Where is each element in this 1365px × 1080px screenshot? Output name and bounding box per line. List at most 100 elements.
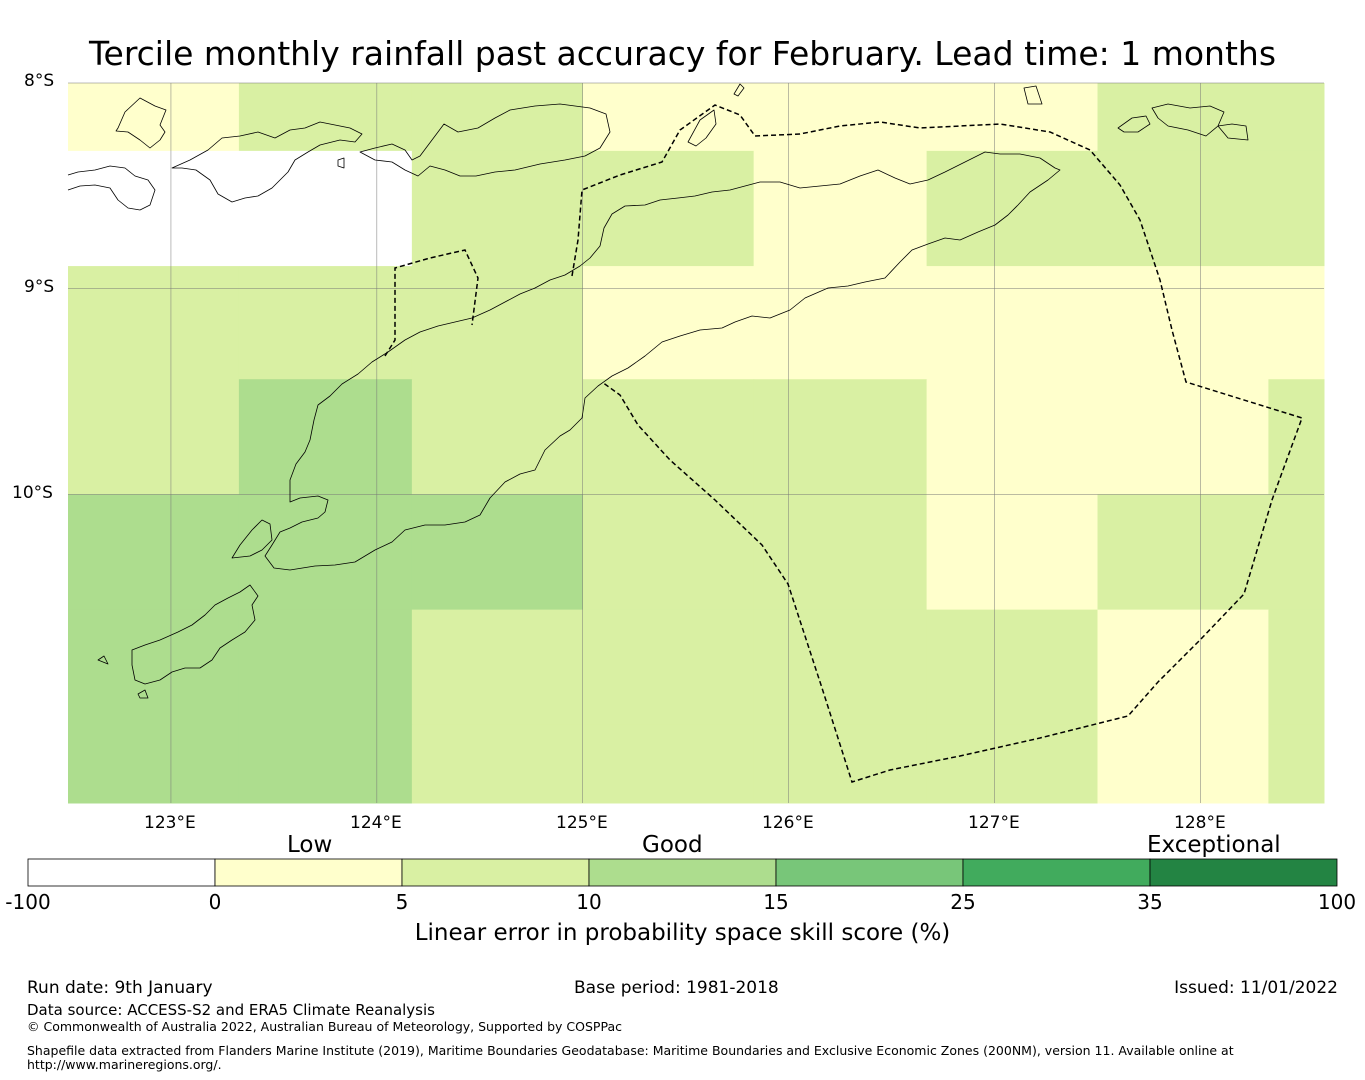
grid-cell [68, 379, 240, 495]
colorbar-swatch [775, 858, 964, 887]
grid-cell [926, 609, 1099, 726]
boundary-timor-leste-eez [571, 104, 1303, 783]
grid-cell [753, 150, 928, 267]
grid-cell [68, 494, 240, 611]
colorbar-swatch [962, 858, 1151, 887]
grid-cell [1268, 609, 1325, 726]
lon-label-128e: 128°E [1174, 813, 1226, 833]
colorbar-swatch [588, 858, 777, 887]
lon-label-127e: 127°E [968, 813, 1020, 833]
grid-cell [238, 150, 413, 267]
colorbar-tick: 10 [576, 890, 602, 914]
colorbar [27, 858, 1338, 887]
grid-cell [68, 83, 240, 152]
grid-cell [1268, 83, 1325, 152]
grid-cell [1268, 724, 1325, 804]
grid-cell [68, 150, 240, 267]
grid-cell [582, 609, 755, 726]
grid-cell [582, 266, 755, 380]
grid-cell [926, 724, 1099, 804]
run-date: Run date: 9th January [27, 978, 213, 998]
lon-label-126e: 126°E [762, 813, 814, 833]
grid-cell [582, 83, 755, 152]
colorbar-category-low: Low [287, 832, 333, 858]
skill-grid [68, 83, 1325, 804]
colorbar-tick: -100 [5, 890, 51, 914]
coastlines [67, 83, 1249, 699]
grid-cell [582, 150, 755, 267]
shapefile-url: http://www.marineregions.org/. [27, 1057, 222, 1072]
colorbar-swatch [401, 858, 590, 887]
grid-cell [1097, 724, 1269, 804]
data-source: Data source: ACCESS-S2 and ERA5 Climate … [27, 1001, 435, 1019]
grid-cell [68, 724, 240, 804]
grid-cell [68, 609, 240, 726]
grid-cell [753, 609, 928, 726]
copyright: © Commonwealth of Australia 2022, Austra… [27, 1019, 622, 1034]
grid-cell [1268, 266, 1325, 380]
page-title: Tercile monthly rainfall past accuracy f… [88, 34, 1277, 73]
base-period: Base period: 1981-2018 [574, 978, 779, 998]
colorbar-swatch [27, 858, 216, 887]
grid-cell [1097, 266, 1269, 380]
grid-cell [411, 150, 584, 267]
lat-label-8s: 8°S [24, 71, 55, 91]
grid-cell [1268, 379, 1325, 495]
lon-label-123e: 123°E [144, 813, 196, 833]
coastline-ndao [97, 655, 109, 665]
coastline-tiny-2 [733, 83, 745, 97]
colorbar-category-good: Good [642, 832, 703, 858]
eez-boundaries [384, 104, 1303, 783]
grid-cell [926, 494, 1099, 611]
colorbar-swatch [214, 858, 403, 887]
coastline-rote [131, 584, 259, 685]
shapefile-credit: Shapefile data extracted from Flanders M… [27, 1043, 1234, 1058]
lat-label-10s: 10°S [12, 483, 53, 503]
coastline-small-isle-4 [1217, 123, 1249, 141]
colorbar-tick: 100 [1317, 890, 1357, 914]
grid-cell [1268, 494, 1325, 611]
grid-cell [411, 266, 584, 380]
grid-cell [238, 724, 413, 804]
grid-cell [1097, 609, 1269, 726]
coastline-ndana [137, 689, 149, 699]
coastline-timor [264, 151, 1061, 571]
colorbar-swatch [1149, 858, 1338, 887]
coastline-atauro [687, 109, 717, 147]
grid-cell [753, 83, 928, 152]
colorbar-label: Linear error in probability space skill … [414, 920, 951, 946]
grid-cell [1097, 150, 1269, 267]
grid-cell [68, 266, 240, 380]
colorbar-tick: 5 [395, 890, 409, 914]
grid-cell [238, 83, 413, 152]
coastline-wetar [359, 103, 611, 177]
lon-label-125e: 125°E [556, 813, 608, 833]
grid-cell [753, 379, 928, 495]
coastline-pantar [67, 165, 156, 211]
lon-label-124e: 124°E [350, 813, 402, 833]
grid-cell [1097, 379, 1269, 495]
colorbar-tick: 25 [950, 890, 976, 914]
grid-cell [926, 83, 1099, 152]
grid-cell [238, 609, 413, 726]
grid-cell [926, 150, 1099, 267]
grid-cell [582, 379, 755, 495]
coastline-small-isle-2 [1117, 115, 1151, 133]
grid-cell [238, 266, 413, 380]
coastline-alor-island [171, 121, 363, 203]
grid-cell [753, 494, 928, 611]
grid-cell [411, 609, 584, 726]
grid-cell [411, 724, 584, 804]
grid-cell [1268, 150, 1325, 267]
colorbar-category-exceptional: Exceptional [1147, 832, 1281, 858]
grid-cell [238, 494, 413, 611]
colorbar-tick: 15 [763, 890, 789, 914]
grid-cell [411, 379, 584, 495]
grid-cell [238, 379, 413, 495]
colorbar-tick: 0 [208, 890, 222, 914]
lat-label-9s: 9°S [24, 277, 55, 297]
coastline-semau [231, 519, 273, 559]
grid-cell [1097, 494, 1269, 611]
